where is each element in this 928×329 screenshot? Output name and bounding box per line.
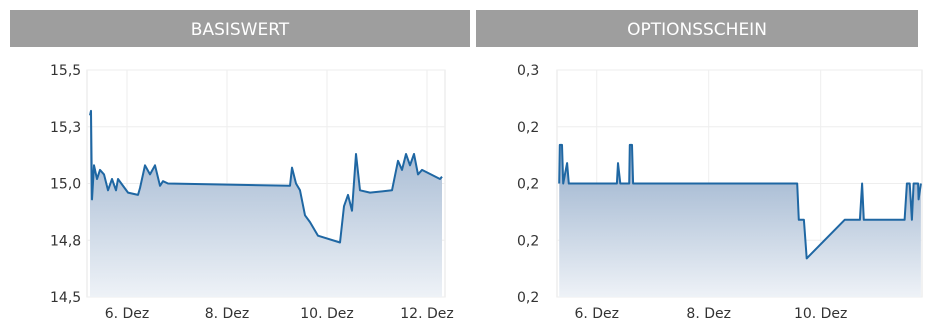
line [89,109,443,244]
panel-title: OPTIONSSCHEIN [627,20,767,40]
x-tick-label: 12. Dez [400,306,453,322]
panel-title: BASISWERT [191,20,290,40]
y-tick-label: 15,3 [50,120,81,136]
x-tick-label: 8. Dez [686,306,731,322]
area-fill [90,110,442,298]
panel-header [10,10,470,47]
x-tick-label: 8. Dez [205,306,250,322]
x-tick-label: 10. Dez [794,306,847,322]
y-tick-label: 0,2 [517,177,539,193]
x-tick-label: 6. Dez [105,306,150,322]
x-tick-label: 10. Dez [300,306,353,322]
y-tick-label: 14,8 [50,233,81,249]
line [558,143,922,260]
panel-header [476,10,918,47]
y-tick-label: 14,5 [50,290,81,306]
y-tick-label: 15,0 [50,177,81,193]
area-fill [559,144,921,297]
y-tick-label: 0,2 [517,290,539,306]
y-tick-label: 0,2 [517,120,539,136]
x-tick-label: 6. Dez [574,306,619,322]
y-tick-label: 15,5 [50,63,81,79]
y-tick-label: 0,2 [517,233,539,249]
y-tick-label: 0,3 [517,63,539,79]
